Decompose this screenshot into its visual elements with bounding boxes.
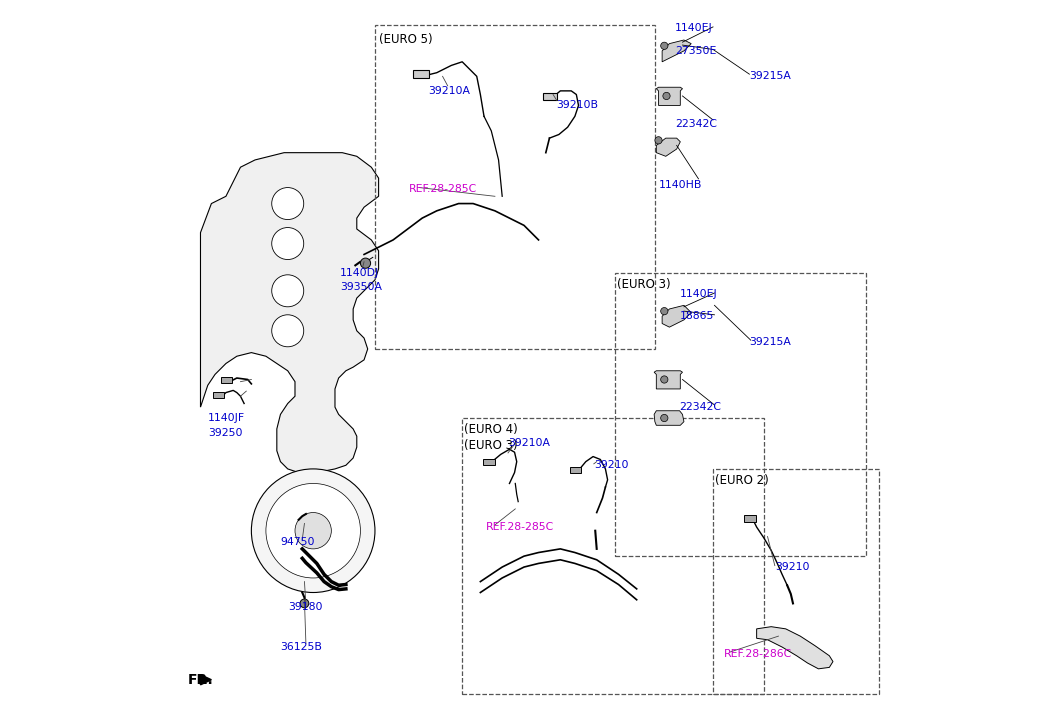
- Text: 1140HB: 1140HB: [658, 180, 702, 190]
- Circle shape: [300, 599, 309, 608]
- Circle shape: [361, 258, 371, 268]
- Circle shape: [271, 315, 304, 347]
- FancyBboxPatch shape: [543, 93, 558, 100]
- Polygon shape: [662, 40, 692, 62]
- Text: REF.28-285C: REF.28-285C: [409, 184, 478, 194]
- Text: REF.28-286C: REF.28-286C: [724, 649, 792, 659]
- Circle shape: [660, 42, 668, 49]
- Circle shape: [662, 92, 670, 100]
- Polygon shape: [757, 627, 833, 669]
- Polygon shape: [656, 87, 682, 105]
- Text: 36125B: 36125B: [281, 642, 323, 652]
- FancyBboxPatch shape: [744, 515, 756, 522]
- Circle shape: [266, 483, 361, 578]
- Text: 39210A: 39210A: [428, 86, 471, 96]
- Text: 1140JF: 1140JF: [208, 413, 245, 423]
- Polygon shape: [654, 411, 684, 425]
- Text: (EURO 5): (EURO 5): [378, 33, 432, 46]
- Text: 39210A: 39210A: [508, 438, 550, 449]
- Text: 39350A: 39350A: [340, 282, 383, 292]
- Circle shape: [660, 414, 668, 422]
- FancyBboxPatch shape: [570, 467, 582, 473]
- Circle shape: [655, 137, 662, 144]
- Text: 22342C: 22342C: [675, 119, 717, 129]
- Text: 18865: 18865: [679, 311, 714, 321]
- FancyBboxPatch shape: [414, 70, 430, 78]
- Text: 39180: 39180: [288, 602, 322, 612]
- Circle shape: [294, 513, 331, 549]
- Text: 1140EJ: 1140EJ: [675, 23, 713, 33]
- Circle shape: [271, 188, 304, 220]
- Circle shape: [660, 376, 668, 383]
- Text: 39210: 39210: [594, 460, 629, 470]
- Text: 1140DJ: 1140DJ: [340, 268, 379, 278]
- FancyBboxPatch shape: [221, 377, 233, 383]
- Polygon shape: [200, 675, 212, 685]
- Polygon shape: [654, 371, 682, 389]
- Text: 39215A: 39215A: [749, 337, 791, 347]
- Text: REF.28-285C: REF.28-285C: [486, 522, 554, 532]
- Polygon shape: [200, 153, 378, 473]
- Polygon shape: [662, 305, 692, 327]
- Text: (EURO 4)
(EURO 3): (EURO 4) (EURO 3): [464, 423, 518, 452]
- Text: 39210: 39210: [774, 562, 809, 572]
- Text: 94750: 94750: [281, 537, 315, 547]
- Text: FR.: FR.: [189, 672, 214, 687]
- Text: 39250: 39250: [208, 427, 242, 438]
- Text: 39210B: 39210B: [556, 100, 598, 111]
- Text: 1140EJ: 1140EJ: [679, 289, 717, 300]
- Text: 27350E: 27350E: [675, 46, 717, 56]
- FancyBboxPatch shape: [213, 392, 224, 398]
- Circle shape: [660, 308, 668, 315]
- Polygon shape: [656, 138, 680, 156]
- FancyBboxPatch shape: [483, 459, 495, 465]
- Circle shape: [271, 275, 304, 307]
- Text: (EURO 3): (EURO 3): [617, 278, 671, 292]
- Circle shape: [252, 469, 375, 593]
- Text: (EURO 2): (EURO 2): [715, 474, 769, 487]
- Text: 39215A: 39215A: [749, 71, 791, 81]
- Text: 22342C: 22342C: [679, 402, 722, 412]
- Circle shape: [271, 228, 304, 260]
